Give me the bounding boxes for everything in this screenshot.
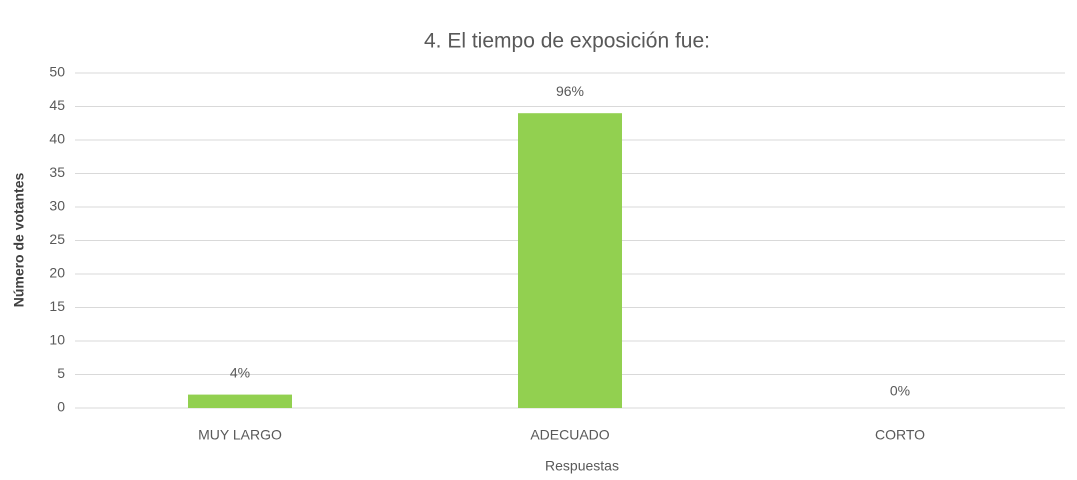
- y-tick-label: 35: [49, 164, 65, 180]
- y-tick-label: 20: [49, 265, 65, 281]
- x-tick-label: MUY LARGO: [198, 427, 282, 443]
- y-tick-label: 15: [49, 298, 65, 314]
- annotation: 0%: [890, 383, 910, 399]
- annotation: 96%: [556, 83, 584, 99]
- y-tick-label: 5: [57, 365, 65, 381]
- y-tick-label: 25: [49, 231, 65, 247]
- y-tick-label: 10: [49, 332, 65, 348]
- y-tick-label: 40: [49, 131, 65, 147]
- annotation: 4%: [230, 364, 250, 380]
- bar: [188, 394, 292, 408]
- chart-title: 4. El tiempo de exposición fue:: [424, 30, 710, 53]
- y-tick-label: 45: [49, 97, 65, 113]
- y-tick-label: 50: [49, 64, 65, 80]
- x-axis-label: Respuestas: [545, 458, 619, 474]
- y-axis-label: Número de votantes: [11, 172, 27, 307]
- x-tick-label: CORTO: [875, 427, 925, 443]
- x-tick-label: ADECUADO: [530, 427, 609, 443]
- y-tick-label: 30: [49, 198, 65, 214]
- y-tick-label: 0: [57, 399, 65, 415]
- bar: [518, 113, 622, 408]
